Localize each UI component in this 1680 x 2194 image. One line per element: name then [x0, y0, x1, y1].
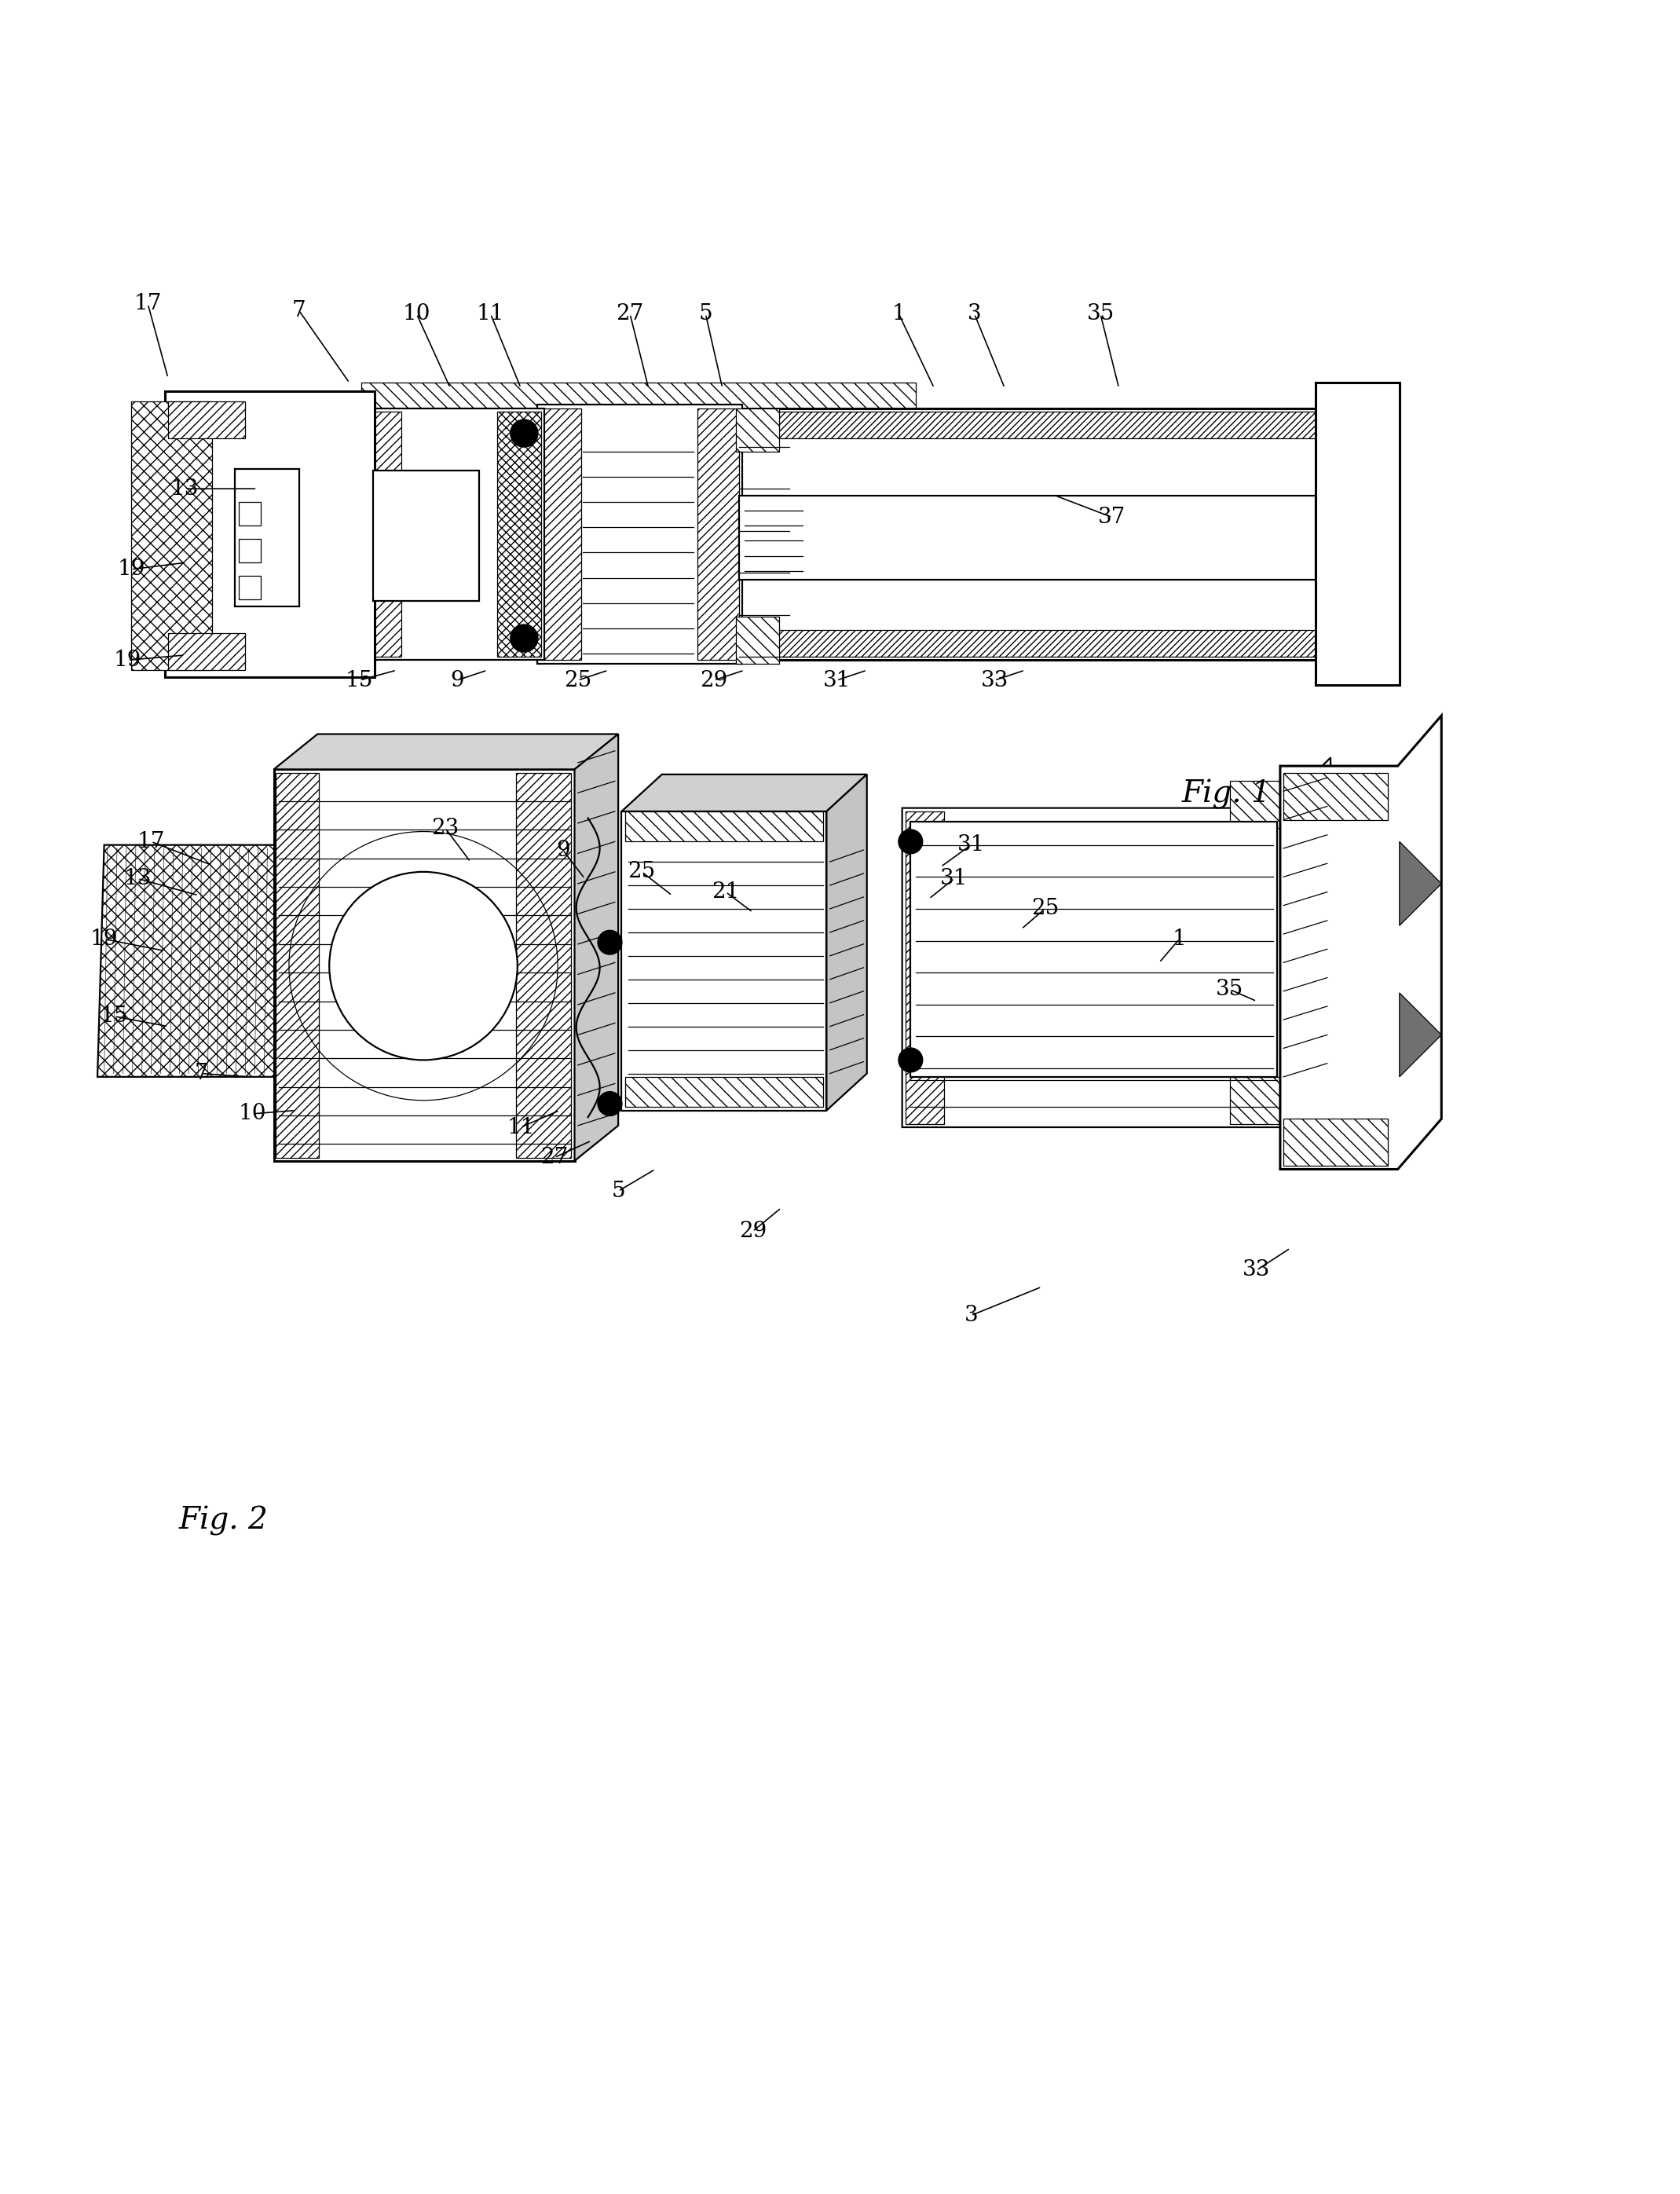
Circle shape	[598, 930, 622, 954]
Text: 1: 1	[892, 303, 906, 325]
Circle shape	[511, 625, 538, 652]
Text: 17: 17	[134, 294, 161, 314]
Bar	[373, 470, 479, 601]
Bar	[739, 412, 1317, 439]
Bar	[239, 502, 260, 527]
Text: 19: 19	[118, 559, 144, 579]
Bar	[235, 470, 299, 606]
Bar	[736, 408, 1320, 660]
Circle shape	[598, 1093, 622, 1115]
Bar	[739, 630, 1317, 656]
Polygon shape	[902, 757, 1331, 1128]
Bar	[1284, 1119, 1388, 1165]
Bar	[739, 496, 1315, 579]
Bar	[276, 772, 319, 1158]
Bar	[1319, 632, 1389, 682]
Bar	[1315, 384, 1399, 685]
Text: 19: 19	[91, 928, 118, 950]
Circle shape	[899, 829, 922, 853]
Text: 25: 25	[1032, 897, 1058, 919]
Bar	[368, 412, 402, 656]
Text: 1: 1	[1173, 928, 1186, 950]
Text: 13: 13	[171, 478, 198, 500]
Text: 3: 3	[968, 303, 981, 325]
Text: 21: 21	[712, 882, 739, 902]
Bar	[239, 577, 260, 599]
Text: 5: 5	[699, 303, 712, 325]
Text: 10: 10	[239, 1104, 265, 1123]
Text: 33: 33	[981, 669, 1008, 691]
Polygon shape	[97, 845, 277, 1077]
Bar	[131, 402, 212, 669]
Polygon shape	[1399, 842, 1441, 926]
Bar	[239, 540, 260, 562]
Text: 9: 9	[450, 669, 464, 691]
Text: 11: 11	[507, 1117, 534, 1139]
Text: 7: 7	[292, 301, 306, 320]
Text: 15: 15	[346, 669, 373, 691]
Bar	[1230, 1077, 1319, 1123]
Text: 27: 27	[541, 1147, 568, 1167]
Text: 13: 13	[124, 869, 151, 889]
Bar	[361, 623, 916, 656]
Bar	[1284, 772, 1388, 821]
Bar	[541, 408, 581, 660]
Text: 25: 25	[628, 862, 655, 882]
Text: Fig. 1: Fig. 1	[1181, 779, 1272, 810]
Bar	[697, 408, 739, 660]
Bar	[366, 408, 544, 660]
Text: 31: 31	[941, 869, 968, 889]
Circle shape	[899, 1049, 922, 1073]
Text: 37: 37	[1099, 507, 1126, 529]
Polygon shape	[274, 735, 618, 770]
Text: 23: 23	[432, 818, 459, 838]
Bar	[361, 384, 916, 417]
Bar	[906, 812, 944, 1123]
Polygon shape	[827, 774, 867, 1110]
Text: 29: 29	[701, 669, 727, 691]
Text: 17: 17	[138, 832, 165, 851]
Text: 11: 11	[477, 303, 504, 325]
Text: 31: 31	[823, 669, 850, 691]
Bar	[538, 404, 743, 663]
Text: 19: 19	[114, 649, 141, 671]
Bar	[168, 402, 245, 439]
Polygon shape	[1399, 994, 1441, 1077]
Bar	[625, 1077, 823, 1108]
Text: 3: 3	[964, 1305, 978, 1325]
Text: 10: 10	[403, 303, 430, 325]
Text: 29: 29	[739, 1220, 766, 1242]
Text: 31: 31	[958, 834, 984, 856]
Bar	[736, 617, 780, 663]
Text: 35: 35	[1087, 303, 1114, 325]
Bar	[165, 391, 375, 678]
Polygon shape	[274, 770, 575, 1161]
Bar	[625, 812, 823, 842]
Circle shape	[511, 419, 538, 448]
Bar	[911, 821, 1277, 1077]
Bar	[1319, 417, 1389, 467]
Text: 25: 25	[564, 669, 591, 691]
Polygon shape	[575, 735, 618, 1161]
Text: 15: 15	[101, 1005, 128, 1027]
Text: Fig. 2: Fig. 2	[178, 1505, 269, 1536]
Text: 5: 5	[612, 1180, 625, 1202]
Circle shape	[329, 871, 517, 1060]
Polygon shape	[1280, 715, 1441, 1169]
Bar	[516, 772, 571, 1158]
Text: 35: 35	[1216, 979, 1243, 1000]
Polygon shape	[622, 774, 867, 812]
Polygon shape	[622, 812, 827, 1110]
Bar	[168, 634, 245, 669]
Text: 7: 7	[195, 1062, 208, 1084]
Text: 27: 27	[617, 303, 643, 325]
Text: 33: 33	[1243, 1259, 1270, 1281]
Text: 9: 9	[556, 840, 570, 860]
Bar	[497, 412, 541, 656]
Bar	[736, 408, 780, 452]
Bar	[1230, 781, 1319, 827]
